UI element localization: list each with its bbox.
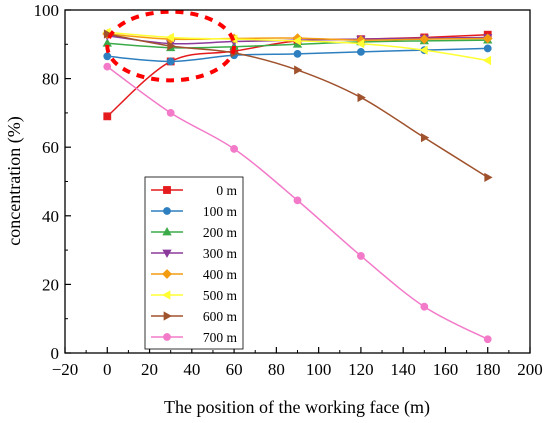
series-700m bbox=[103, 62, 492, 344]
y-axis-title: concentration (%) bbox=[4, 116, 25, 245]
x-tick-label: 100 bbox=[306, 360, 332, 379]
legend-item-0m: 0 m bbox=[151, 183, 237, 198]
legend-item-200m: 200 m bbox=[151, 225, 237, 240]
legend: 0 m 100 m 200 m 300 m 400 m 500 m 600 m 700 m bbox=[144, 176, 244, 350]
data-point-700m bbox=[420, 302, 429, 311]
y-tick-label: 100 bbox=[34, 1, 60, 20]
x-tick-label: 160 bbox=[433, 360, 459, 379]
legend-label-600m: 600 m bbox=[203, 309, 238, 324]
legend-item-500m: 500 m bbox=[151, 288, 237, 303]
data-point-700m bbox=[483, 335, 492, 344]
data-point-0m bbox=[103, 112, 112, 121]
legend-label-500m: 500 m bbox=[203, 288, 238, 303]
legend-item-100m: 100 m bbox=[151, 204, 237, 219]
legend-marker-300m bbox=[162, 249, 172, 258]
data-point-500m bbox=[482, 55, 492, 66]
legend-marker-100m bbox=[163, 207, 171, 215]
x-tick-label: 120 bbox=[348, 360, 374, 379]
legend-label-300m: 300 m bbox=[203, 246, 238, 261]
y-tick-label: 60 bbox=[42, 138, 59, 157]
data-point-500m bbox=[355, 38, 365, 49]
data-point-400m bbox=[419, 34, 430, 45]
data-point-700m bbox=[230, 145, 238, 153]
x-axis: −20 0 20 40 60 80 100 120 140 160 180 200 bbox=[52, 347, 543, 379]
legend-label-100m: 100 m bbox=[203, 204, 238, 219]
data-point-500m bbox=[165, 32, 175, 43]
legend-marker-600m bbox=[163, 311, 172, 321]
legend-label-200m: 200 m bbox=[203, 225, 238, 240]
data-point-100m bbox=[293, 50, 302, 58]
x-tick-label: −20 bbox=[52, 360, 79, 379]
legend-label-0m: 0 m bbox=[216, 183, 237, 198]
legend-marker-400m bbox=[162, 269, 172, 279]
legend-item-300m: 300 m bbox=[151, 246, 237, 261]
legend-item-700m: 700 m bbox=[151, 330, 237, 345]
y-tick-label: 80 bbox=[42, 70, 59, 89]
legend-box bbox=[144, 176, 244, 350]
x-tick-label: 0 bbox=[103, 360, 112, 379]
data-point-700m bbox=[166, 109, 175, 117]
y-tick-label: 40 bbox=[42, 207, 59, 226]
y-tick-label: 0 bbox=[51, 344, 60, 363]
data-point-500m bbox=[419, 45, 428, 55]
plot-frame bbox=[64, 9, 531, 354]
data-point-100m bbox=[166, 57, 175, 66]
data-point-500m bbox=[292, 36, 301, 46]
x-tick-label: 80 bbox=[268, 360, 285, 379]
data-point-600m bbox=[357, 92, 366, 103]
y-tick-label: 20 bbox=[42, 275, 59, 294]
data-point-600m bbox=[294, 65, 303, 75]
x-tick-label: 180 bbox=[475, 360, 501, 379]
data-point-600m bbox=[484, 172, 493, 183]
x-tick-label: 200 bbox=[517, 360, 543, 379]
x-axis-title: The position of the working face (m) bbox=[164, 397, 430, 418]
data-point-100m bbox=[357, 47, 365, 56]
data-point-700m bbox=[357, 252, 365, 260]
highlight-ellipse bbox=[105, 9, 237, 83]
series-500m bbox=[102, 27, 492, 66]
legend-item-600m: 600 m bbox=[151, 309, 237, 324]
x-tick-label: 20 bbox=[141, 360, 158, 379]
data-point-100m bbox=[103, 52, 112, 61]
legend-label-700m: 700 m bbox=[203, 330, 238, 345]
x-tick-label: 60 bbox=[226, 360, 243, 379]
y-axis: 0 20 40 60 80 100 bbox=[34, 1, 71, 363]
legend-marker-0m bbox=[163, 186, 171, 194]
data-point-100m bbox=[483, 44, 492, 53]
data-point-700m bbox=[293, 196, 302, 205]
plot-series bbox=[102, 27, 493, 344]
data-point-600m bbox=[420, 132, 430, 143]
legend-marker-500m bbox=[162, 290, 171, 300]
x-tick-label: 40 bbox=[183, 360, 200, 379]
legend-marker-700m bbox=[163, 333, 171, 341]
legend-label-400m: 400 m bbox=[203, 267, 238, 282]
legend-marker-200m bbox=[162, 227, 172, 236]
data-point-400m bbox=[482, 33, 493, 44]
data-point-600m bbox=[167, 41, 176, 51]
x-tick-label: 140 bbox=[390, 360, 416, 379]
data-point-700m bbox=[103, 62, 112, 71]
legend-item-400m: 400 m bbox=[151, 267, 237, 282]
plot-annotations bbox=[105, 9, 237, 83]
